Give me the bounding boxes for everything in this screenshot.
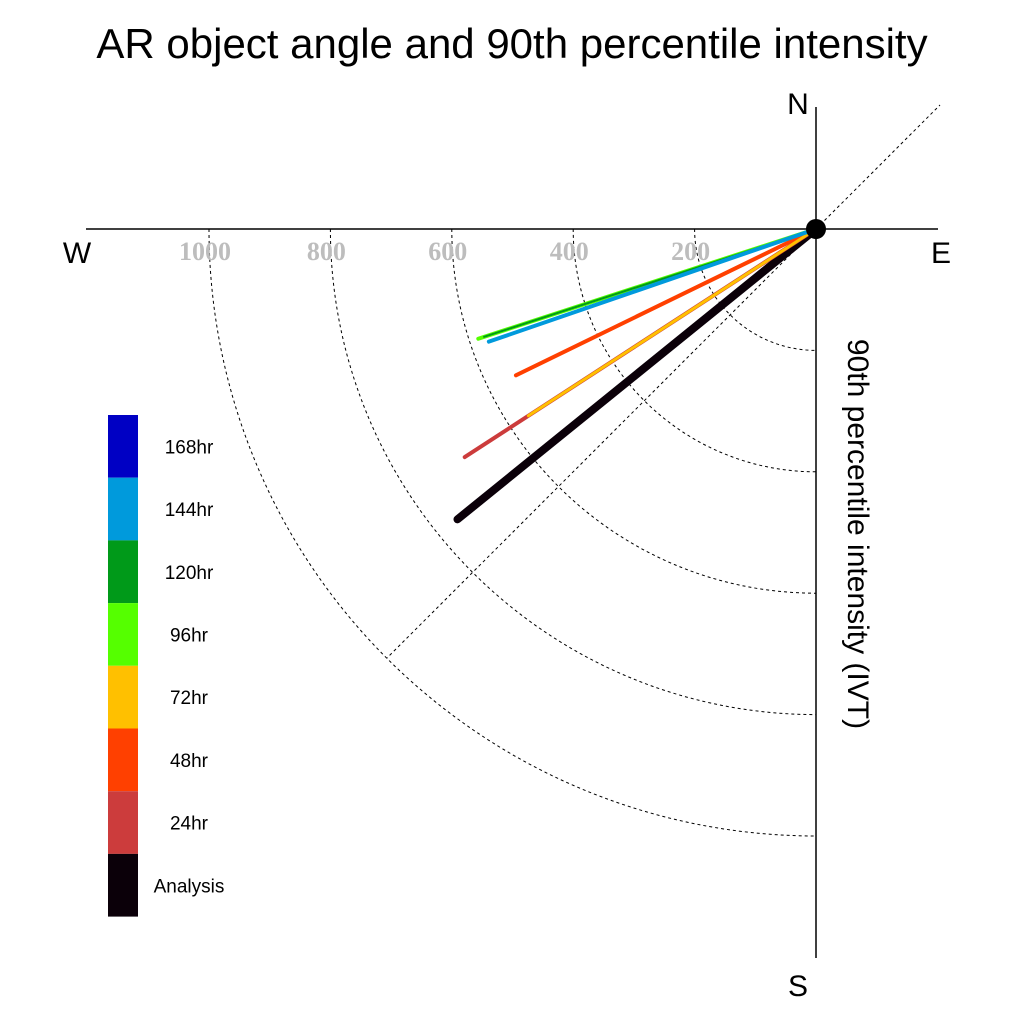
radial-tick-200: 200 xyxy=(671,237,710,266)
series-line-48hr xyxy=(513,227,818,378)
origin-marker xyxy=(806,219,826,239)
radial-tick-400: 400 xyxy=(550,237,589,266)
y-axis-label: 90th percentile intensity (IVT) xyxy=(841,339,874,729)
legend-swatch-24hr xyxy=(108,791,138,854)
radial-tick-800: 800 xyxy=(307,237,346,266)
grid-arc-4 xyxy=(329,228,817,716)
series-line-analysis xyxy=(453,225,820,524)
legend-label-168hr: 168hr xyxy=(165,437,214,458)
legend-swatch-168hr xyxy=(108,415,138,478)
grid-arc-1 xyxy=(694,228,817,351)
grid-arc-3 xyxy=(451,228,817,594)
legend-label-analysis: Analysis xyxy=(154,876,225,897)
chart-title: AR object angle and 90th percentile inte… xyxy=(96,20,927,67)
legend-label-48hr: 48hr xyxy=(170,751,209,772)
radial-tick-1000: 1000 xyxy=(179,237,231,266)
legend-label-120hr: 120hr xyxy=(165,563,214,584)
radial-tick-labels: 200 400 600 800 1000 xyxy=(179,237,710,266)
radial-tick-600: 600 xyxy=(428,237,467,266)
series-line-144hr xyxy=(486,227,818,344)
legend-swatch-144hr xyxy=(108,477,138,541)
legend-swatch-48hr xyxy=(108,728,138,792)
legend-label-24hr: 24hr xyxy=(170,814,209,835)
series-line-72hr xyxy=(526,227,818,418)
grid xyxy=(208,228,817,837)
diagonal-guide xyxy=(815,104,941,230)
legend-label-144hr: 144hr xyxy=(165,500,214,521)
legend-swatch-analysis xyxy=(108,853,138,917)
compass-north: N xyxy=(787,88,809,121)
grid-arc-2 xyxy=(572,228,817,473)
legend-swatch-96hr xyxy=(108,603,138,666)
legend-swatch-120hr xyxy=(108,540,138,604)
grid-diagonal xyxy=(386,228,817,659)
compass-east: E xyxy=(931,237,951,270)
legend: 168hr 144hr 120hr 96hr 72hr 48hr 24hr Analysis xyxy=(108,415,224,917)
legend-label-96hr: 96hr xyxy=(170,625,209,646)
compass-south: S xyxy=(788,970,808,1003)
legend-label-72hr: 72hr xyxy=(170,688,209,709)
series-group xyxy=(453,225,820,524)
legend-swatch-72hr xyxy=(108,665,138,729)
compass-west: W xyxy=(63,237,92,270)
